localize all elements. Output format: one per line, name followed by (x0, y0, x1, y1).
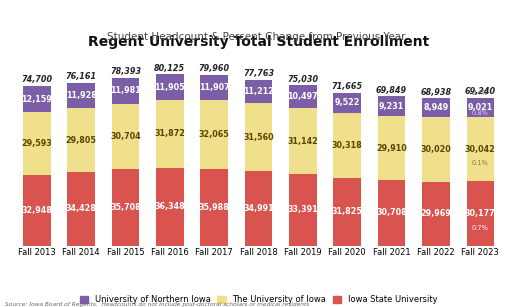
Text: 36,348: 36,348 (155, 202, 185, 211)
Text: 30,042: 30,042 (465, 145, 496, 154)
Text: 33,391: 33,391 (288, 205, 318, 215)
Text: 75,030: 75,030 (287, 75, 318, 84)
Text: 31,560: 31,560 (243, 133, 274, 142)
Bar (23, 175, 51, 246)
Text: 0.8%: 0.8% (472, 110, 489, 116)
Text: 8,949: 8,949 (423, 103, 449, 112)
Text: 0.1%: 0.1% (472, 160, 488, 166)
Text: 29,593: 29,593 (22, 139, 52, 148)
Text: 69,849: 69,849 (376, 86, 407, 95)
Text: 30,318: 30,318 (332, 141, 362, 150)
Text: 11,928: 11,928 (66, 91, 97, 100)
Text: Source: Iowa Board of Regents.  Headcounts do not include post-doctoral scholars: Source: Iowa Board of Regents. Headcount… (5, 302, 309, 307)
Bar (156, 75, 184, 100)
Bar (422, 118, 450, 182)
Text: 77,763: 77,763 (243, 69, 274, 78)
Bar (422, 98, 450, 118)
Bar (68, 108, 95, 172)
Bar (378, 96, 406, 116)
Bar (289, 174, 316, 246)
Bar (289, 108, 316, 174)
Text: 34,428: 34,428 (66, 204, 97, 213)
Text: 35,708: 35,708 (110, 203, 141, 212)
Text: 80,125: 80,125 (154, 64, 185, 73)
Bar (68, 172, 95, 246)
Bar (333, 178, 361, 246)
Text: 78,393: 78,393 (110, 68, 141, 76)
Text: 68,938: 68,938 (420, 88, 452, 97)
Bar (112, 169, 139, 246)
Bar (68, 83, 95, 108)
Text: 9,231: 9,231 (379, 102, 404, 111)
Bar (422, 182, 450, 246)
Text: 29,910: 29,910 (376, 144, 407, 153)
Bar (333, 113, 361, 178)
Text: 29,969: 29,969 (420, 209, 451, 218)
Text: Student Headcount & Percent Change from Previous Year: Student Headcount & Percent Change from … (106, 32, 406, 42)
Text: 11,212: 11,212 (243, 87, 274, 96)
Text: 11,981: 11,981 (110, 87, 141, 95)
Text: 32,948: 32,948 (22, 206, 52, 215)
Text: 32,065: 32,065 (199, 130, 229, 139)
Text: 31,142: 31,142 (288, 137, 318, 146)
Bar (156, 168, 184, 246)
Bar (201, 169, 228, 246)
Bar (112, 78, 139, 104)
Bar (23, 112, 51, 175)
Text: 11,905: 11,905 (155, 83, 185, 92)
Text: 34,991: 34,991 (243, 204, 274, 213)
Bar (201, 75, 228, 100)
Text: 71,665: 71,665 (332, 82, 363, 91)
Text: 35,988: 35,988 (199, 203, 230, 212)
Text: 74,700: 74,700 (22, 75, 52, 84)
Text: 0.4%: 0.4% (472, 83, 489, 96)
Bar (245, 80, 272, 103)
Legend: University of Northern Iowa, The University of Iowa, Iowa State University: University of Northern Iowa, The Univers… (80, 295, 437, 304)
Text: 10,497: 10,497 (288, 92, 318, 101)
Text: 12,159: 12,159 (22, 95, 52, 103)
Text: 0.7%: 0.7% (472, 224, 489, 231)
Text: 30,708: 30,708 (376, 208, 407, 217)
Text: 11,907: 11,907 (199, 83, 229, 92)
Text: 30,704: 30,704 (110, 132, 141, 141)
Bar (156, 100, 184, 168)
Text: 79,960: 79,960 (199, 64, 230, 73)
Bar (378, 180, 406, 246)
Bar (466, 117, 494, 181)
Text: 9,021: 9,021 (467, 103, 493, 112)
Text: 29,805: 29,805 (66, 136, 97, 145)
Text: 69,240: 69,240 (465, 87, 496, 96)
Text: 31,825: 31,825 (332, 207, 362, 216)
Bar (466, 98, 494, 117)
Text: 31,872: 31,872 (155, 130, 185, 138)
Bar (201, 100, 228, 169)
Bar (245, 103, 272, 171)
Bar (112, 104, 139, 169)
Bar (23, 86, 51, 112)
Text: 30,020: 30,020 (420, 145, 451, 154)
Bar (378, 116, 406, 180)
Text: 76,161: 76,161 (66, 72, 97, 81)
Bar (245, 171, 272, 246)
Text: 9,522: 9,522 (334, 98, 360, 107)
Text: 30,177: 30,177 (465, 209, 496, 218)
Bar (466, 181, 494, 246)
Bar (333, 92, 361, 113)
Bar (289, 85, 316, 108)
Title: Regent University Total Student Enrollment: Regent University Total Student Enrollme… (88, 35, 429, 49)
